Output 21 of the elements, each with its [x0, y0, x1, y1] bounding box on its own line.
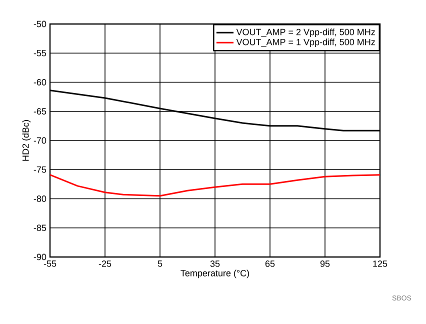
line-series: [50, 174, 380, 197]
x-axis-title: Temperature (°C): [180, 270, 249, 278]
legend-label: VOUT_AMP = 1 Vpp-diff, 500 MHz: [236, 38, 375, 48]
y-tick-label: -65: [34, 108, 46, 115]
x-tick-label: 125: [373, 260, 388, 267]
y-tick-label: -55: [34, 50, 46, 56]
x-tick-label: -25: [98, 260, 112, 267]
y-tick-label: -70: [34, 137, 46, 144]
y-tick-label: -85: [34, 224, 46, 232]
y-tick-label: -80: [34, 196, 46, 202]
x-tick-label: -55: [44, 260, 56, 267]
y-tick-label: -90: [34, 254, 46, 260]
x-tick-label: 65: [265, 260, 275, 267]
y-axis-title: HD2 (dBc): [22, 120, 31, 161]
y-tick-label: -60: [34, 79, 46, 86]
x-tick-label: 95: [320, 260, 330, 267]
y-tick-label: -75: [34, 166, 46, 173]
x-tick-label: 35: [210, 260, 220, 267]
y-tick-label: -50: [34, 20, 46, 28]
x-tick-label: 5: [158, 260, 162, 267]
legend-label: VOUT_AMP = 2 Vpp-diff, 500 MHz: [236, 28, 375, 37]
